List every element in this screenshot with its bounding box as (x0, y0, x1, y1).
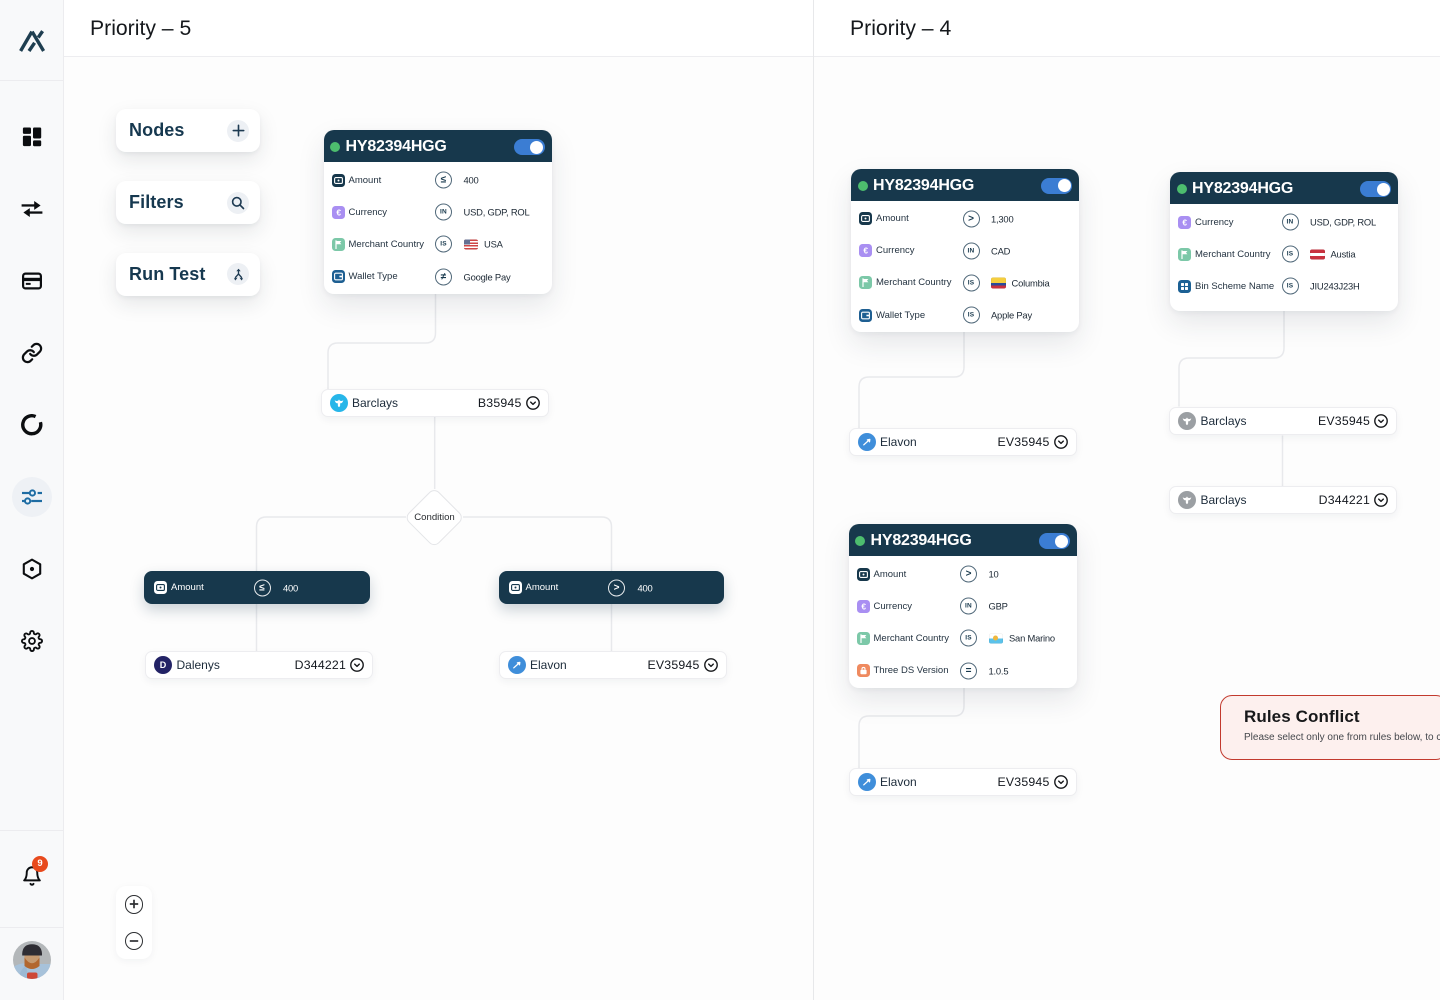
svg-text:€: € (863, 246, 868, 255)
svg-text:€: € (336, 208, 341, 217)
svg-text:D: D (160, 660, 167, 670)
svg-text:€: € (861, 602, 866, 611)
svg-text:€: € (1182, 218, 1187, 227)
